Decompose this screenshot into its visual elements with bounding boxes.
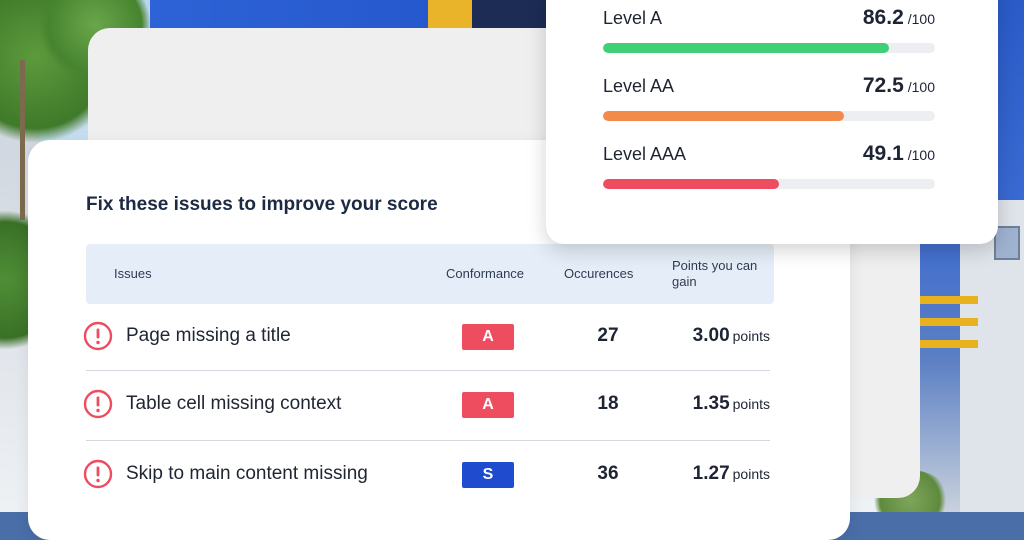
score-value: 49.1 <box>862 142 904 165</box>
points-unit: points <box>732 396 770 412</box>
points-unit: points <box>732 466 770 482</box>
level-score: 72.5/100 <box>863 74 935 98</box>
issues-title: Fix these issues to improve your score <box>86 194 438 215</box>
score-max: /100 <box>907 79 935 95</box>
building-yellow-bar <box>918 318 978 326</box>
occurrence-count: 27 <box>597 325 619 346</box>
building-dark-panel <box>472 0 552 30</box>
exclamation-circle-icon <box>83 389 113 419</box>
score-max: /100 <box>907 11 935 27</box>
score-bar-track <box>603 111 935 121</box>
building-window <box>994 226 1020 260</box>
conformance-badge: A <box>462 324 514 350</box>
score-value: 86.2 <box>862 6 904 29</box>
issue-label: Skip to main content missing <box>126 463 368 484</box>
level-score-item: Level AA 72.5/100 <box>603 74 935 126</box>
level-score: 49.1/100 <box>863 142 935 166</box>
score-bar-track <box>603 43 935 53</box>
level-label: Level AAA <box>603 144 687 164</box>
score-value: 72.5 <box>862 74 904 97</box>
issue-label: Page missing a title <box>126 325 291 346</box>
column-header-points: Points you can gain <box>672 258 758 289</box>
issue-row[interactable]: Table cell missing context A 18 1.35 poin… <box>83 372 770 441</box>
issue-row[interactable]: Skip to main content missing S 36 1.27 po… <box>83 442 770 508</box>
occurrence-count: 36 <box>597 463 619 484</box>
level-score-item: Level A 86.2/100 <box>603 6 935 58</box>
tree-trunk <box>20 60 25 220</box>
building-yellow-bar <box>918 296 978 304</box>
points-number: 1.27 <box>692 463 730 484</box>
score-max: /100 <box>907 147 935 163</box>
conformance-badge: S <box>462 462 514 488</box>
score-bar-fill <box>603 43 890 53</box>
points-value: 3.00 points <box>666 325 770 347</box>
column-header-conformance: Conformance <box>446 266 525 281</box>
score-bar-fill <box>603 111 844 121</box>
points-value: 1.27 points <box>666 463 770 485</box>
column-header-issues: Issues <box>114 266 152 281</box>
points-value: 1.35 points <box>666 393 770 415</box>
issue-label: Table cell missing context <box>126 393 342 414</box>
level-label: Level A <box>603 8 663 28</box>
points-unit: points <box>732 328 770 344</box>
exclamation-circle-icon <box>83 459 113 489</box>
conformance-badge: A <box>462 392 514 418</box>
issue-row[interactable]: Page missing a title A 27 3.00 points <box>83 304 770 371</box>
score-card: Level A 86.2/100 Level AA 72.5/100 Level… <box>546 0 998 244</box>
score-bar-track <box>603 179 935 189</box>
building-yellow-bar <box>918 340 978 348</box>
issues-table-header: Issues Conformance Occurences Points you… <box>86 244 774 304</box>
exclamation-circle-icon <box>83 321 113 351</box>
occurrence-count: 18 <box>597 393 619 414</box>
level-score-item: Level AAA 49.1/100 <box>603 142 935 194</box>
points-number: 3.00 <box>692 325 730 346</box>
score-bar-fill <box>603 179 779 189</box>
building-yellow-panel <box>428 0 472 30</box>
level-score: 86.2/100 <box>863 6 935 30</box>
column-header-occurrences: Occurences <box>564 266 634 281</box>
level-label: Level AA <box>603 76 675 96</box>
points-number: 1.35 <box>692 393 730 414</box>
